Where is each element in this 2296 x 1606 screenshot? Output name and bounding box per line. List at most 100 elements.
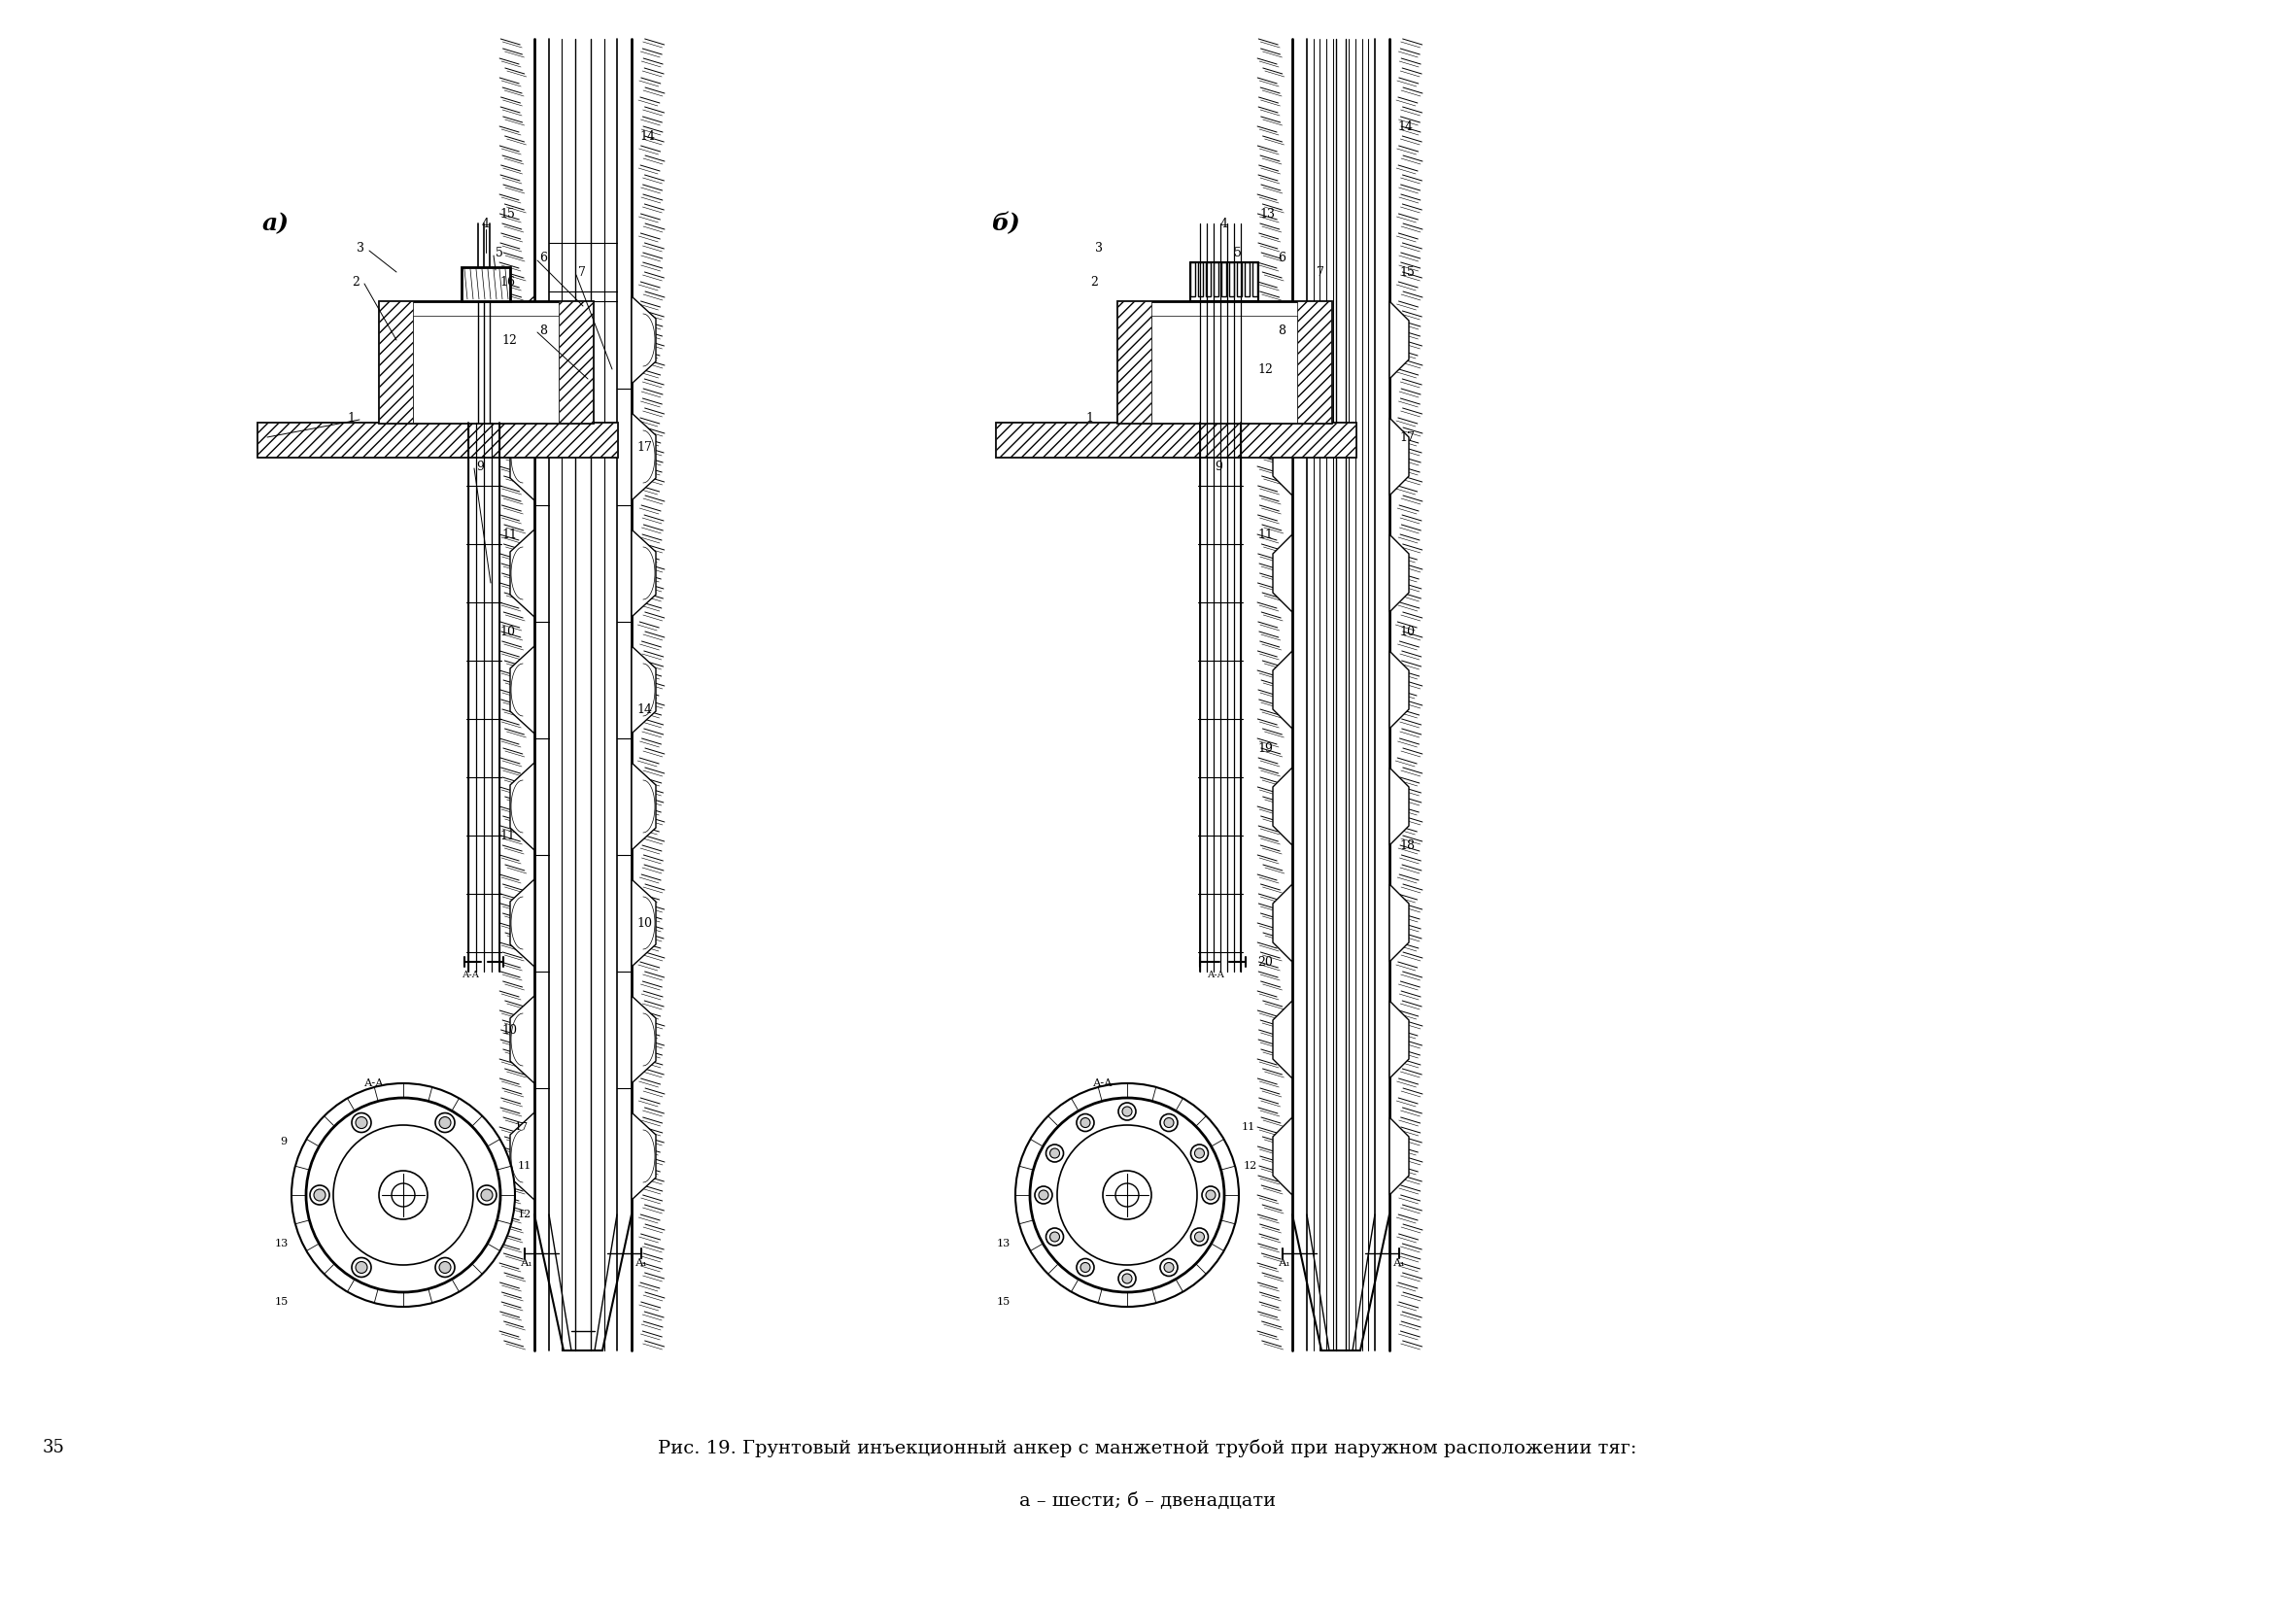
Bar <box>1205 262 1210 297</box>
Bar <box>1297 302 1332 422</box>
Polygon shape <box>1272 1118 1293 1195</box>
Polygon shape <box>510 996 535 1084</box>
Text: А₁: А₁ <box>521 1257 533 1267</box>
Text: 2: 2 <box>351 276 360 287</box>
Bar <box>257 422 618 456</box>
Circle shape <box>1081 1118 1091 1127</box>
Bar <box>413 316 558 422</box>
Circle shape <box>1038 1190 1049 1200</box>
Circle shape <box>351 1257 372 1277</box>
Text: б): б) <box>992 212 1019 234</box>
Circle shape <box>1201 1187 1219 1204</box>
Bar <box>996 422 1355 456</box>
Text: 11: 11 <box>519 1161 533 1171</box>
Circle shape <box>1164 1118 1173 1127</box>
Polygon shape <box>1272 768 1293 845</box>
Text: 35: 35 <box>41 1439 64 1457</box>
Text: А₁: А₁ <box>1279 1257 1290 1267</box>
Circle shape <box>1159 1115 1178 1131</box>
Text: 17: 17 <box>514 1123 528 1132</box>
Polygon shape <box>1389 885 1410 962</box>
Circle shape <box>439 1262 450 1274</box>
Text: 6: 6 <box>540 251 546 263</box>
Bar <box>1238 262 1242 297</box>
Text: 10: 10 <box>501 1023 517 1036</box>
Circle shape <box>305 1099 501 1293</box>
Text: 13: 13 <box>276 1238 289 1248</box>
Circle shape <box>436 1257 455 1277</box>
Text: А₁: А₁ <box>636 1257 647 1267</box>
Bar <box>1150 316 1297 422</box>
Circle shape <box>1123 1107 1132 1116</box>
Polygon shape <box>1272 535 1293 612</box>
Text: 17: 17 <box>636 440 652 453</box>
Polygon shape <box>631 996 657 1084</box>
Circle shape <box>1077 1115 1095 1131</box>
Circle shape <box>1194 1148 1205 1158</box>
Bar <box>1199 262 1203 297</box>
Circle shape <box>1035 1187 1052 1204</box>
Polygon shape <box>1272 1001 1293 1079</box>
Text: 13: 13 <box>996 1238 1010 1248</box>
Text: 10: 10 <box>1398 625 1414 638</box>
Text: А-А: А-А <box>1208 970 1226 978</box>
Circle shape <box>315 1188 326 1201</box>
Text: 15: 15 <box>501 207 514 220</box>
Text: 3: 3 <box>356 241 365 254</box>
Text: А-А: А-А <box>461 970 480 978</box>
Text: 9: 9 <box>1215 459 1221 472</box>
Text: 12: 12 <box>1258 363 1272 376</box>
Polygon shape <box>631 413 657 501</box>
Bar <box>996 422 1355 456</box>
Circle shape <box>393 1184 416 1206</box>
Bar <box>1118 302 1150 422</box>
Polygon shape <box>1389 535 1410 612</box>
Circle shape <box>1205 1190 1215 1200</box>
Text: 11: 11 <box>1258 528 1272 541</box>
Circle shape <box>1049 1148 1058 1158</box>
Text: 20: 20 <box>1258 956 1272 968</box>
Text: 7: 7 <box>579 265 585 278</box>
Polygon shape <box>510 1113 535 1200</box>
Polygon shape <box>510 530 535 617</box>
Polygon shape <box>510 297 535 384</box>
Polygon shape <box>631 878 657 967</box>
Circle shape <box>436 1113 455 1132</box>
Text: 7: 7 <box>1316 265 1325 278</box>
Bar <box>1118 302 1332 422</box>
Text: 12: 12 <box>501 334 517 347</box>
Circle shape <box>1047 1145 1063 1163</box>
Circle shape <box>310 1185 328 1204</box>
Polygon shape <box>631 297 657 384</box>
Circle shape <box>379 1171 427 1219</box>
Circle shape <box>1159 1259 1178 1277</box>
Text: 11: 11 <box>501 528 517 541</box>
Text: 2: 2 <box>1091 276 1097 287</box>
Polygon shape <box>631 1113 657 1200</box>
Text: 4: 4 <box>482 217 489 230</box>
Text: 8: 8 <box>1277 324 1286 337</box>
Polygon shape <box>1389 302 1410 379</box>
Text: 11: 11 <box>501 829 514 842</box>
Text: А₁: А₁ <box>1394 1257 1405 1267</box>
Circle shape <box>1031 1099 1224 1293</box>
Text: 14: 14 <box>1398 120 1412 133</box>
Bar <box>1244 262 1249 297</box>
Circle shape <box>351 1113 372 1132</box>
Text: Рис. 19. Грунтовый инъекционный анкер с манжетной трубой при наружном расположен: Рис. 19. Грунтовый инъекционный анкер с … <box>659 1439 1637 1457</box>
Circle shape <box>1116 1184 1139 1206</box>
Text: 12: 12 <box>519 1209 533 1219</box>
Text: 9: 9 <box>475 459 484 472</box>
Circle shape <box>1164 1262 1173 1272</box>
Text: 6: 6 <box>1277 251 1286 263</box>
Polygon shape <box>1389 418 1410 496</box>
Text: 17: 17 <box>1398 430 1414 443</box>
Text: 15: 15 <box>276 1298 289 1307</box>
Bar <box>1228 262 1233 297</box>
Text: 15: 15 <box>996 1298 1010 1307</box>
Text: 14: 14 <box>636 703 652 716</box>
Polygon shape <box>1389 650 1410 729</box>
Bar <box>379 302 592 422</box>
Text: 14: 14 <box>638 130 654 143</box>
Polygon shape <box>631 646 657 734</box>
